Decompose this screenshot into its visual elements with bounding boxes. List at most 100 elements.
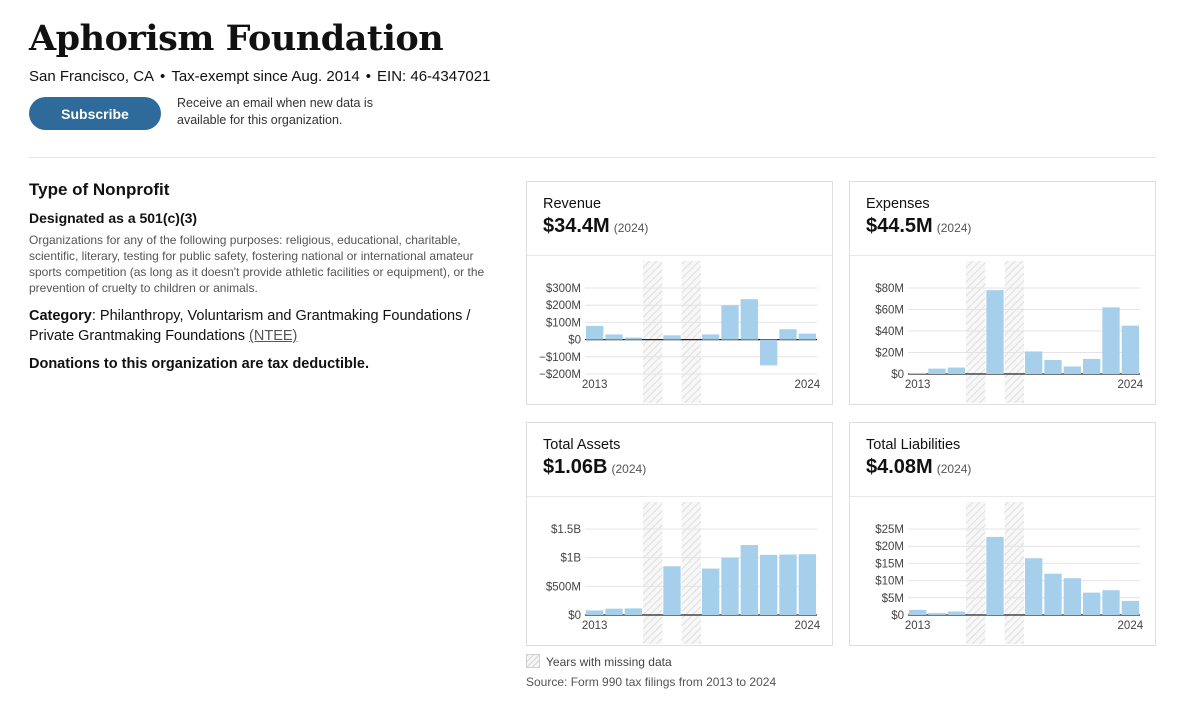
x-tick-label-start: 2013: [582, 379, 608, 391]
bar-2017: [986, 536, 1004, 615]
card-divider: [527, 255, 832, 256]
bar-2019: [702, 568, 720, 615]
bar-2014: [928, 368, 946, 374]
bar-2022: [760, 339, 778, 366]
y-tick-label: $200M: [546, 300, 581, 312]
y-tick-label: $80M: [875, 283, 904, 295]
y-tick-label: $10M: [875, 576, 904, 588]
y-tick-label: $0: [568, 335, 581, 347]
x-tick-label-start: 2013: [582, 620, 608, 632]
card-divider: [527, 496, 832, 497]
bar-2017: [663, 566, 681, 615]
bar-2019: [1025, 558, 1043, 615]
subscribe-button[interactable]: Subscribe: [29, 97, 161, 130]
y-tick-label: $20M: [875, 541, 904, 553]
x-tick-label-start: 2013: [905, 620, 931, 632]
designation-description: Organizations for any of the following p…: [29, 233, 485, 295]
separator-dot-2: •: [365, 68, 372, 85]
bar-2021: [1063, 366, 1081, 374]
missing-year-hatch: [966, 502, 986, 644]
bar-2022: [1083, 592, 1101, 615]
ntee-link[interactable]: (NTEE): [249, 328, 298, 344]
bar-2024: [1121, 600, 1139, 615]
bar-2024: [1121, 325, 1139, 374]
separator-dot-1: •: [160, 68, 166, 85]
bar-2015: [947, 367, 965, 374]
chart-value: $44.5M (2024): [866, 215, 971, 238]
expenses-card: Expenses $44.5M (2024) $0 $20M $40M $60M $80M…: [849, 181, 1156, 405]
bar-2023: [1102, 307, 1120, 374]
bar-2021: [740, 299, 758, 340]
bar-2017: [663, 335, 681, 340]
chart-value-year: (2024): [936, 221, 972, 235]
bar-2019: [702, 334, 720, 340]
chart-value: $34.4M (2024): [543, 215, 648, 238]
tax-deductible-note: Donations to this organization are tax d…: [29, 356, 369, 372]
chart-title: Total Liabilities: [866, 437, 961, 453]
org-meta: San Francisco, CA • Tax-exempt since Aug. …: [29, 68, 490, 85]
y-tick-label: −$200M: [539, 369, 581, 381]
bar-2020: [1044, 360, 1062, 374]
y-tick-label: $20M: [875, 348, 904, 360]
nonprofit-info: Type of Nonprofit Designated as a 501(c)…: [29, 180, 494, 372]
missing-year-hatch: [643, 261, 663, 403]
nonprofit-type-heading: Type of Nonprofit: [29, 180, 170, 199]
bar-2020: [721, 305, 739, 340]
chart-value-amount: $44.5M: [866, 215, 933, 237]
missing-year-hatch: [1004, 261, 1024, 403]
bar-2021: [1063, 578, 1081, 615]
bar-2023: [779, 329, 797, 340]
missing-year-hatch: [1004, 502, 1024, 644]
bar-2013: [909, 372, 927, 374]
chart-title: Total Assets: [543, 437, 621, 453]
chart-title: Expenses: [866, 196, 930, 212]
y-tick-label: $0: [891, 610, 904, 622]
x-tick-label-end: 2024: [1118, 620, 1144, 632]
chart-value-year: (2024): [613, 221, 649, 235]
legend-label: Years with missing data: [546, 655, 672, 669]
x-tick-label-end: 2024: [795, 620, 821, 632]
source-note: Source: Form 990 tax filings from 2013 t…: [526, 675, 777, 689]
missing-data-legend: Years with missing data: [526, 654, 672, 669]
bar-2019: [1025, 351, 1043, 374]
bar-2014: [605, 334, 623, 340]
card-divider: [850, 255, 1155, 256]
chart-value: $1.06B (2024): [543, 456, 646, 479]
y-tick-label: $60M: [875, 305, 904, 317]
chart-value-amount: $1.06B: [543, 456, 608, 478]
revenue-card: Revenue $34.4M (2024) −$200M −$100M $0 $100M…: [526, 181, 833, 405]
chart-value-amount: $4.08M: [866, 456, 933, 478]
divider: [29, 157, 1156, 158]
bar-2022: [760, 554, 778, 615]
bar-2015: [947, 611, 965, 615]
bar-2014: [605, 608, 623, 615]
chart-value-year: (2024): [611, 462, 647, 476]
chart-title: Revenue: [543, 196, 602, 212]
x-tick-label-end: 2024: [1118, 379, 1144, 391]
subscribe-note: Receive an email when new data is availa…: [177, 96, 373, 127]
y-tick-label: $1.5B: [551, 524, 581, 536]
y-tick-label: $5M: [882, 593, 904, 605]
bar-2015: [624, 608, 642, 615]
chart-value: $4.08M (2024): [866, 456, 971, 479]
missing-year-hatch: [681, 261, 701, 403]
bar-2024: [798, 333, 816, 340]
total-assets-chart: $0 $500M $1B $1.5B 2013 2024: [546, 502, 821, 644]
designation: Designated as a 501(c)(3): [29, 210, 198, 226]
category-label: Category: [29, 308, 92, 324]
bar-2023: [1102, 590, 1120, 615]
x-tick-label-start: 2013: [905, 379, 931, 391]
bar-2022: [1083, 358, 1101, 374]
bar-2015: [624, 337, 642, 340]
y-tick-label: $40M: [875, 326, 904, 338]
hatch-swatch: [526, 654, 540, 668]
y-tick-label: $0: [891, 369, 904, 381]
y-tick-label: −$100M: [539, 352, 581, 364]
total-assets-card: Total Assets $1.06B (2024) $0 $500M $1B $1.5…: [526, 422, 833, 646]
bar-2020: [721, 557, 739, 615]
chart-value-year: (2024): [936, 462, 972, 476]
missing-year-hatch: [643, 502, 663, 644]
revenue-chart: −$200M −$100M $0 $100M $200M $300M 2013 2024: [539, 261, 821, 403]
org-tax-exempt: Tax-exempt since Aug. 2014: [171, 68, 360, 85]
category-value: Philanthropy, Voluntarism and Grantmakin…: [29, 308, 471, 344]
